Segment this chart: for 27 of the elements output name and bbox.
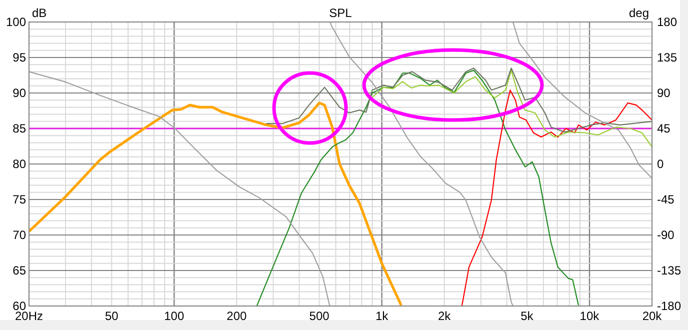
y2-axis-title: deg <box>628 6 649 20</box>
y-tick-label: 100 <box>6 15 26 29</box>
y2-tick-label: 45 <box>657 122 671 136</box>
y2-tick-label: 180 <box>657 15 678 29</box>
x-tick-label: 100 <box>164 309 184 323</box>
y2-tick-label: -45 <box>657 192 675 206</box>
x-tick-label: 200 <box>226 309 247 323</box>
y-tick-label: 90 <box>12 86 26 100</box>
y-tick-label: 80 <box>12 157 26 171</box>
y2-tick-label: -135 <box>657 264 682 278</box>
x-tick-label: 2k <box>438 309 452 323</box>
chart-title: SPL <box>329 6 352 20</box>
y2-tick-label: 0 <box>657 157 664 171</box>
y2-tick-label: 135 <box>657 50 678 64</box>
y-tick-label: 70 <box>12 228 26 242</box>
x-tick-label: 50 <box>104 309 119 323</box>
y-axis-title: dB <box>32 6 47 20</box>
x-tick-label: 1k <box>375 309 390 323</box>
y-tick-label: 95 <box>12 50 26 64</box>
y-tick-label: 75 <box>12 192 26 206</box>
y-tick-label: 85 <box>12 122 26 136</box>
y2-tick-label: 90 <box>657 86 671 100</box>
y-tick-label: 65 <box>12 264 26 278</box>
x-tick-label: 5k <box>520 309 534 323</box>
y2-tick-label: -90 <box>657 228 675 242</box>
x-tick-label: 500 <box>309 309 330 323</box>
x-tick-label: 10k <box>580 309 600 323</box>
